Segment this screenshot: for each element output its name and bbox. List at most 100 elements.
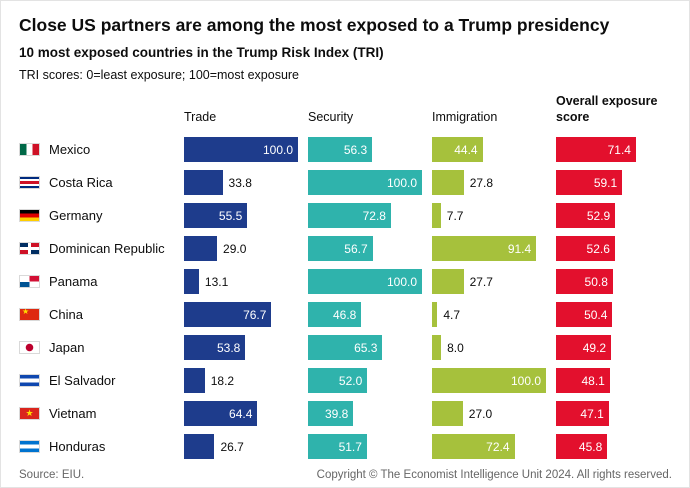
- copyright-note: Copyright © The Economist Intelligence U…: [316, 469, 672, 482]
- trade-bar-cell: 64.4: [184, 401, 298, 427]
- security-bar-cell: 72.8: [308, 203, 422, 229]
- country-row: Panama 13.1 100.0 27.7 50.8: [19, 265, 672, 298]
- security-bar-value: 56.3: [343, 142, 368, 157]
- immigration-bar-value: 44.4: [454, 142, 478, 157]
- column-header-trade: Trade: [184, 109, 217, 124]
- trade-bar-cell: 26.7: [184, 434, 298, 460]
- immigration-bar-value: 27.7: [469, 274, 493, 289]
- security-bar-value: 100.0: [386, 175, 417, 190]
- immigration-bar: 7.7: [432, 203, 463, 229]
- overall-bar-value: 48.1: [581, 373, 605, 388]
- trade-bar: 26.7: [184, 434, 244, 460]
- country-label: Honduras: [49, 439, 106, 455]
- immigration-bar-cell: 7.7: [432, 203, 546, 229]
- country-cell: Honduras: [19, 439, 174, 454]
- security-bar: 100.0: [308, 170, 422, 196]
- trade-bar-cell: 100.0: [184, 137, 298, 163]
- overall-bar: 50.4: [556, 302, 613, 328]
- security-bar-cell: 56.3: [308, 137, 422, 163]
- trade-bar-cell: 18.2: [184, 368, 298, 394]
- overall-bar-cell: 59.1: [556, 170, 668, 196]
- immigration-bar: 4.7: [432, 302, 460, 328]
- country-cell: Germany: [19, 208, 174, 223]
- source-note: Source: EIU.: [19, 469, 85, 482]
- trade-bar-value: 64.4: [229, 406, 253, 421]
- overall-bar-cell: 52.9: [556, 203, 668, 229]
- trade-bar-cell: 55.5: [184, 203, 298, 229]
- overall-bar-value: 47.1: [580, 406, 604, 421]
- trade-bar: 53.8: [184, 335, 246, 361]
- security-bar: 39.8: [308, 401, 354, 427]
- country-cell: Vietnam: [19, 406, 174, 421]
- immigration-bar-cell: 27.0: [432, 401, 546, 427]
- country-label: Mexico: [49, 142, 91, 158]
- country-label: Vietnam: [49, 406, 97, 422]
- country-label: Japan: [49, 340, 85, 356]
- trade-bar: 55.5: [184, 203, 248, 229]
- security-bar-cell: 39.8: [308, 401, 422, 427]
- overall-bar-cell: 50.4: [556, 302, 668, 328]
- china-flag-icon: [19, 308, 40, 322]
- overall-bar: 47.1: [556, 401, 609, 427]
- country-row: Honduras 26.7 51.7 72.4 45.8: [19, 430, 672, 463]
- immigration-bar-cell: 72.4: [432, 434, 546, 460]
- overall-bar-cell: 71.4: [556, 137, 668, 163]
- column-header-security: Security: [308, 109, 354, 124]
- country-row: China 76.7 46.8 4.7 50.4: [19, 298, 672, 331]
- immigration-bar: 27.0: [432, 401, 492, 427]
- country-cell: Japan: [19, 340, 174, 355]
- security-bar-cell: 56.7: [308, 236, 422, 262]
- trade-bar: 64.4: [184, 401, 258, 427]
- security-bar: 46.8: [308, 302, 362, 328]
- mexico-flag-icon: [19, 143, 40, 157]
- overall-bar: 71.4: [556, 137, 636, 163]
- trade-bar: 100.0: [184, 137, 298, 163]
- el-salvador-flag-icon: [19, 374, 40, 388]
- honduras-flag-icon: [19, 440, 40, 454]
- immigration-bar: 100.0: [432, 368, 546, 394]
- trade-bar-value: 33.8: [228, 175, 252, 190]
- overall-bar-cell: 49.2: [556, 335, 668, 361]
- overall-bar-cell: 45.8: [556, 434, 668, 460]
- overall-bar: 52.9: [556, 203, 616, 229]
- immigration-bar: 91.4: [432, 236, 537, 262]
- overall-bar-value: 59.1: [593, 175, 618, 190]
- overall-bar-value: 50.8: [584, 274, 608, 289]
- immigration-bar-value: 7.7: [446, 208, 464, 223]
- immigration-bar-cell: 44.4: [432, 137, 546, 163]
- trade-bar-value: 53.8: [216, 340, 241, 355]
- immigration-bar: 27.8: [432, 170, 493, 196]
- country-row: Mexico 100.0 56.3 44.4 71.4: [19, 133, 672, 166]
- japan-flag-icon: [19, 341, 40, 355]
- country-label: Dominican Republic: [49, 241, 165, 257]
- panama-flag-icon: [19, 275, 40, 289]
- immigration-bar: 44.4: [432, 137, 483, 163]
- security-bar-cell: 100.0: [308, 269, 422, 295]
- security-bar-cell: 52.0: [308, 368, 422, 394]
- security-bar-value: 56.7: [344, 241, 368, 256]
- chart-rows: Mexico 100.0 56.3 44.4 71.4 Costa Rica 33.8 100…: [19, 133, 672, 463]
- trade-bar: 18.2: [184, 368, 234, 394]
- security-bar-cell: 100.0: [308, 170, 422, 196]
- overall-bar-value: 71.4: [607, 142, 631, 157]
- country-cell: China: [19, 307, 174, 322]
- trade-bar-value: 13.1: [204, 274, 229, 289]
- security-bar: 51.7: [308, 434, 367, 460]
- security-bar-value: 39.8: [325, 406, 349, 421]
- country-cell: Costa Rica: [19, 175, 174, 190]
- country-row: Costa Rica 33.8 100.0 27.8 59.1: [19, 166, 672, 199]
- chart-title: Close US partners are among the most exp…: [19, 15, 610, 35]
- immigration-bar: 72.4: [432, 434, 515, 460]
- immigration-bar-cell: 27.8: [432, 170, 546, 196]
- security-bar: 56.3: [308, 137, 373, 163]
- country-row: Japan 53.8 65.3 8.0 49.2: [19, 331, 672, 364]
- overall-bar: 50.8: [556, 269, 613, 295]
- trade-bar-value: 18.2: [210, 373, 235, 388]
- security-bar-cell: 51.7: [308, 434, 422, 460]
- chart-subtitle: 10 most exposed countries in the Trump R…: [19, 45, 384, 60]
- security-bar: 52.0: [308, 368, 368, 394]
- overall-bar-cell: 50.8: [556, 269, 668, 295]
- trade-bar-cell: 13.1: [184, 269, 298, 295]
- security-bar-value: 100.0: [386, 274, 417, 289]
